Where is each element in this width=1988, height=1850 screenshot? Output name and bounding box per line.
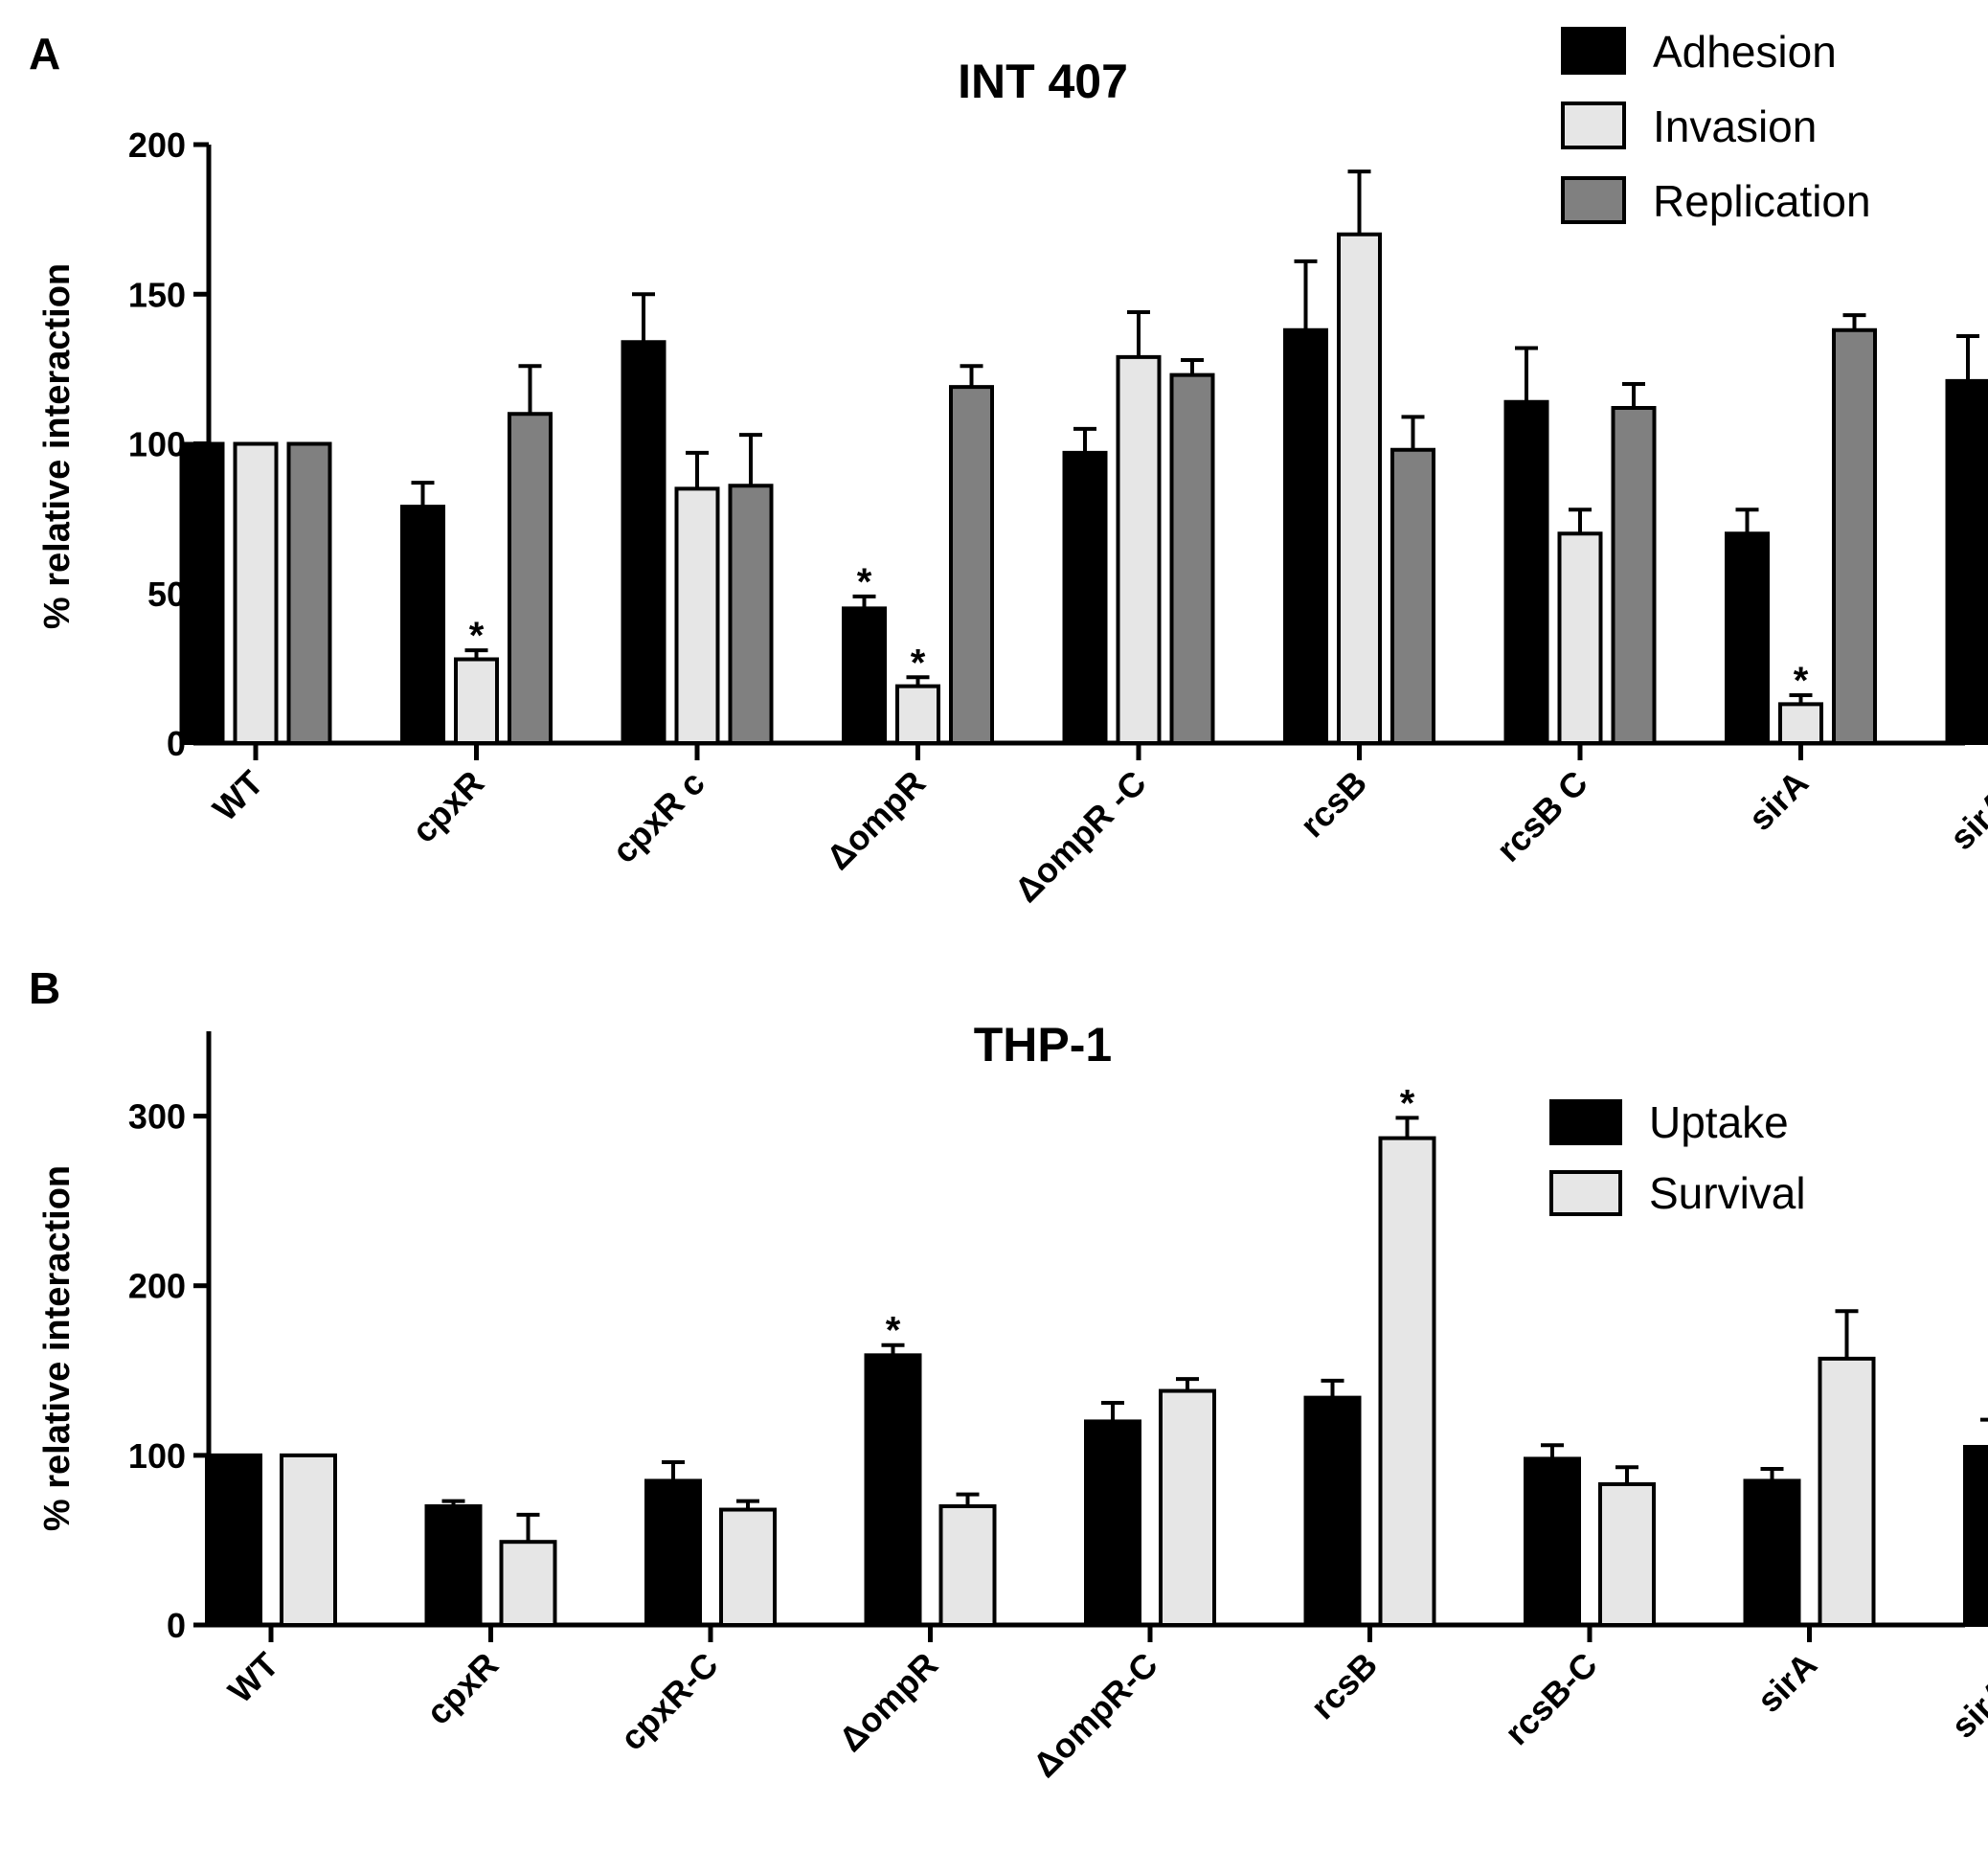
bar-invasion-wt [233, 441, 279, 745]
category-label-delta-ompr-c: ΔompR-C [1025, 1645, 1164, 1785]
bar-uptake-wt [205, 1453, 262, 1628]
category-label-rcsb: rcsB [1293, 763, 1375, 846]
y-tick-label: 100 [128, 425, 186, 464]
category-label-delta-ompr: ΔompR [819, 763, 933, 877]
panel-b-letter: B [29, 963, 60, 1013]
legend-label-survival: Survival [1649, 1168, 1806, 1218]
legend-swatch-replication [1561, 176, 1626, 224]
panel-a-ylabel: % relative interaction [37, 263, 78, 629]
bar-uptake-rcsb-c [1524, 1456, 1581, 1628]
legend-label-invasion: Invasion [1653, 102, 1817, 151]
bar-invasion-cpxr [454, 657, 499, 745]
y-tick-label: 200 [128, 125, 186, 165]
bar-uptake-delta-ompr [864, 1353, 922, 1628]
category-label-sira: sirA [1741, 763, 1817, 839]
category-label-cpxr: cpxR [404, 763, 491, 850]
category-label-wt: WT [220, 1645, 286, 1711]
bar-replication-rcsb-c [1611, 406, 1657, 745]
bar-adhesion-sira-c [1945, 378, 1988, 745]
bar-replication-delta-ompr [949, 385, 994, 745]
bar-survival-wt [280, 1453, 337, 1628]
bar-adhesion-delta-ompr [842, 606, 887, 745]
y-tick-label: 150 [128, 275, 186, 314]
category-label-cpxr-c: cpxR-C [613, 1645, 726, 1758]
category-label-rcsb-c: rcsB-C [1497, 1645, 1604, 1752]
panel-a-letter: A [29, 29, 60, 79]
panel-b-ylabel: % relative interaction [37, 1165, 78, 1531]
bar-invasion-sira [1778, 702, 1823, 745]
category-label-delta-ompr-c: ΔompR -C [1006, 763, 1153, 910]
category-label-sira-c: sirA c [1942, 763, 1988, 858]
bar-invasion-rcsb-c [1557, 531, 1603, 745]
bar-replication-cpxr-c [728, 484, 774, 745]
bar-adhesion-wt [179, 441, 225, 745]
bar-survival-delta-ompr [938, 1504, 997, 1627]
legend-label-replication: Replication [1653, 176, 1871, 226]
bar-uptake-sira [1743, 1478, 1801, 1628]
bar-replication-rcsb [1390, 447, 1435, 745]
category-label-cpxr: cpxR [418, 1645, 506, 1732]
bar-adhesion-sira [1725, 531, 1770, 745]
bar-uptake-delta-ompr-c [1084, 1419, 1141, 1628]
bar-replication-cpxr [508, 412, 553, 745]
bar-replication-sira [1832, 327, 1877, 745]
panel-a-title: INT 407 [958, 55, 1128, 108]
category-label-rcsb: rcsB [1303, 1645, 1386, 1727]
y-tick-label: 0 [167, 1606, 186, 1645]
bar-invasion-rcsb [1337, 232, 1382, 745]
bar-uptake-cpxr [424, 1504, 483, 1627]
y-tick-label: 100 [128, 1436, 186, 1476]
category-label-sira-c: sirA-C [1943, 1645, 1988, 1746]
bar-adhesion-cpxr-c [621, 340, 666, 745]
bar-adhesion-rcsb-c [1503, 399, 1549, 745]
y-tick-label: 200 [128, 1267, 186, 1306]
bar-survival-cpxr-c [719, 1507, 777, 1627]
significance-star: * [911, 642, 926, 684]
significance-star: * [1794, 660, 1809, 702]
y-tick-label: 300 [128, 1097, 186, 1137]
bar-survival-delta-ompr-c [1159, 1388, 1216, 1627]
category-label-cpxr-c: cpxR c [604, 763, 712, 870]
legend-label-adhesion: Adhesion [1653, 27, 1837, 77]
panel-b-chart: 0 100 200 300 WT cpxR cpxR-C ΔompR ΔompR-C rcsB rc… [128, 1031, 1988, 1785]
bar-survival-rcsb-c [1598, 1481, 1656, 1627]
legend-swatch-survival [1549, 1170, 1622, 1216]
panel-b-title: THP-1 [974, 1018, 1112, 1072]
category-label-delta-ompr: ΔompR [831, 1645, 945, 1759]
bar-survival-sira [1818, 1356, 1876, 1628]
bar-uptake-cpxr-c [644, 1478, 702, 1628]
bar-replication-delta-ompr-c [1169, 372, 1215, 745]
legend-swatch-invasion [1561, 102, 1626, 149]
y-tick-label: 50 [147, 575, 186, 614]
bar-invasion-cpxr-c [674, 486, 720, 745]
bar-uptake-rcsb [1303, 1395, 1362, 1627]
bar-survival-cpxr [499, 1540, 557, 1627]
significance-star: * [886, 1310, 901, 1352]
bar-adhesion-cpxr [400, 505, 445, 745]
significance-star: * [1400, 1082, 1415, 1124]
significance-star: * [857, 561, 872, 603]
legend-label-uptake: Uptake [1649, 1097, 1789, 1147]
bar-invasion-delta-ompr-c [1116, 354, 1162, 745]
bar-adhesion-delta-ompr-c [1062, 450, 1108, 745]
bar-survival-rcsb [1378, 1136, 1436, 1627]
bar-adhesion-rcsb [1283, 327, 1328, 745]
legend-swatch-adhesion [1561, 27, 1626, 75]
bar-invasion-delta-ompr [895, 684, 940, 745]
category-label-sira: sirA [1750, 1645, 1825, 1721]
significance-star: * [469, 615, 485, 657]
legend-swatch-uptake [1549, 1099, 1622, 1145]
category-label-wt: WT [205, 763, 271, 829]
category-label-rcsb-c: rcsB C [1489, 763, 1595, 869]
bar-uptake-sira-c [1963, 1445, 1988, 1627]
bar-replication-wt [286, 441, 332, 745]
